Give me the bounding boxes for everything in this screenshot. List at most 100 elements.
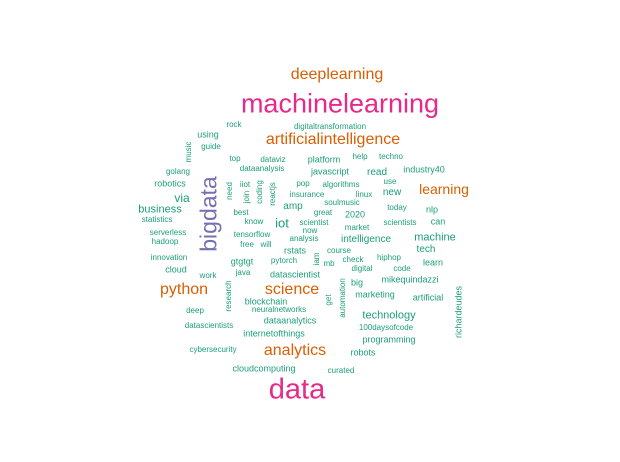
word: tensorflow xyxy=(233,230,271,239)
word: serverless xyxy=(149,228,187,237)
word: artificial xyxy=(412,292,444,303)
word: platform xyxy=(307,154,341,165)
word: neuralnetworks xyxy=(251,305,307,314)
word: richardeudes xyxy=(453,285,464,339)
word: new xyxy=(382,187,402,198)
word: cybersecurity xyxy=(189,345,237,354)
word: programming xyxy=(362,334,416,345)
word: free xyxy=(240,240,254,249)
word: science xyxy=(264,281,320,298)
word: mikequindazzi xyxy=(381,274,439,285)
word: join xyxy=(242,190,251,204)
word: linux xyxy=(355,190,373,199)
word: help xyxy=(352,152,368,161)
word: dataviz xyxy=(260,155,286,164)
word: analytics xyxy=(263,342,327,359)
word: best xyxy=(233,208,249,217)
word: check xyxy=(342,255,364,264)
word: now xyxy=(302,226,318,235)
word: blockchain xyxy=(244,296,288,307)
word: guide xyxy=(201,142,221,151)
word: javascript xyxy=(310,166,350,177)
word: robotics xyxy=(154,178,186,189)
word: cloudcomputing xyxy=(232,363,296,374)
word: scientists xyxy=(383,218,417,227)
word: statistics xyxy=(141,215,173,224)
word: datascientist xyxy=(269,269,321,280)
word: digitaltransformation xyxy=(293,122,367,131)
word: learning xyxy=(419,181,469,197)
word: digital xyxy=(351,264,373,273)
word: artificialintelligence xyxy=(265,131,401,148)
word: scientist xyxy=(299,218,329,227)
word: will xyxy=(260,240,272,249)
word: intelligence xyxy=(340,234,392,245)
word: can xyxy=(430,216,446,227)
word: coding xyxy=(255,180,264,204)
word: learn xyxy=(422,257,444,268)
word: soulmusic xyxy=(324,198,360,207)
word: deeplearning xyxy=(290,66,384,83)
word: get xyxy=(324,294,333,306)
word: research xyxy=(224,280,233,312)
word: using xyxy=(197,129,219,140)
word: via xyxy=(174,191,190,205)
word: robots xyxy=(350,347,376,358)
word: golang xyxy=(165,167,191,176)
word: dataanalysis xyxy=(239,164,285,173)
word: course xyxy=(326,246,352,255)
word: rock xyxy=(226,120,242,129)
word: machinelearning xyxy=(240,88,440,119)
word: java xyxy=(235,268,251,277)
word: know xyxy=(244,217,264,226)
word: python xyxy=(159,281,209,298)
word: hiphop xyxy=(376,253,402,262)
word: iiot xyxy=(239,180,251,189)
word: work xyxy=(199,271,217,280)
word: marketing xyxy=(355,289,395,300)
word: data xyxy=(268,373,326,406)
word: nlp xyxy=(425,204,439,215)
word: great xyxy=(313,208,333,217)
word: industry40 xyxy=(403,164,445,175)
word: pytorch xyxy=(270,256,298,265)
word: insurance xyxy=(289,190,325,199)
word: deep xyxy=(186,306,204,315)
word: 100daysofcode xyxy=(358,323,414,332)
word: mb xyxy=(323,259,335,268)
word: iam xyxy=(312,252,321,266)
word: automation xyxy=(338,278,347,318)
word: amp xyxy=(283,201,303,212)
word: big xyxy=(350,277,364,288)
word: read xyxy=(366,167,388,178)
word: datascientists xyxy=(184,321,234,330)
word: iot xyxy=(275,215,289,231)
word: code xyxy=(393,264,411,273)
word: reactjs xyxy=(268,182,277,206)
word: today xyxy=(387,203,407,212)
word: technology xyxy=(362,309,416,322)
word: tech xyxy=(416,244,436,255)
word: dataanalytics xyxy=(263,315,317,326)
word: use xyxy=(383,177,397,186)
word: need xyxy=(225,182,234,200)
word: innovation xyxy=(150,253,188,262)
word: hadoop xyxy=(151,237,179,246)
word: top xyxy=(229,154,241,163)
word: music xyxy=(184,141,193,163)
word: algorithms xyxy=(322,180,360,189)
word: business xyxy=(138,203,182,216)
word: curated xyxy=(327,366,355,375)
word: bigdata xyxy=(195,176,222,252)
word: rstats xyxy=(283,245,307,256)
word: analysis xyxy=(289,234,319,243)
word: market xyxy=(344,223,370,232)
word: gtgtgt xyxy=(230,256,254,267)
word: pop xyxy=(296,179,310,188)
word: machine xyxy=(414,231,456,244)
word: techno xyxy=(378,152,404,161)
word: 2020 xyxy=(344,209,366,220)
word: internetofthings xyxy=(243,328,305,339)
word: cloud xyxy=(165,264,187,275)
